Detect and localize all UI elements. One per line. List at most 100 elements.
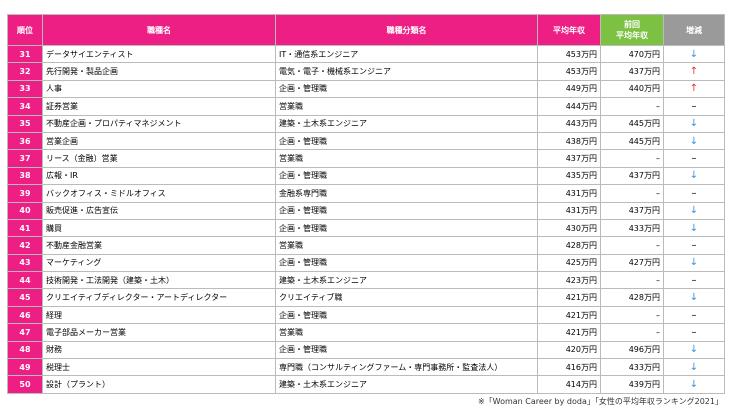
column-header: 平均年収 bbox=[537, 14, 601, 46]
job-name: バックオフィス・ミドルオフィス bbox=[42, 184, 276, 203]
previous-salary: 433万円 bbox=[600, 358, 664, 377]
rank: 40 bbox=[7, 201, 43, 220]
job-category: クリエイティブ職 bbox=[275, 288, 538, 307]
job-category: 企画・管理職 bbox=[275, 305, 538, 325]
rank: 50 bbox=[7, 375, 43, 394]
table-row: 34 証券営業 営業職 444万円 – – bbox=[7, 97, 725, 116]
job-category: 企画・管理職 bbox=[275, 218, 538, 238]
table-row: 38 広報・IR 企画・管理職 435万円 437万円 ↓ bbox=[7, 166, 725, 186]
rank: 31 bbox=[7, 44, 43, 64]
table-row: 37 リース（金融）営業 営業職 437万円 – – bbox=[7, 149, 725, 168]
table-row: 48 財務 企画・管理職 420万円 496万円 ↓ bbox=[7, 340, 725, 360]
table-row: 44 技術開発・工法開発（建築・土木） 建築・土木系エンジニア 423万円 – – bbox=[7, 271, 725, 290]
rank: 32 bbox=[7, 62, 43, 81]
job-name: 証券営業 bbox=[42, 97, 276, 116]
previous-salary: – bbox=[600, 323, 664, 342]
rank: 35 bbox=[7, 114, 43, 133]
rank: 47 bbox=[7, 323, 43, 342]
source-note: ※「Woman Career by doda」「女性の平均年収ランキング2021… bbox=[477, 397, 723, 406]
header-row: 順位 職種名 職種分類名 平均年収 前回 平均年収 増減 bbox=[7, 14, 725, 46]
average-salary: 416万円 bbox=[537, 358, 601, 377]
job-name: リース（金融）営業 bbox=[42, 149, 276, 168]
change: – bbox=[663, 236, 725, 255]
table-row: 50 設計（プラント） 建築・土木系エンジニア 414万円 439万円 ↓ bbox=[7, 375, 725, 394]
previous-salary: 496万円 bbox=[600, 340, 664, 360]
previous-salary: 437万円 bbox=[600, 201, 664, 220]
table-row: 33 人事 企画・管理職 449万円 440万円 ↑ bbox=[7, 79, 725, 99]
rank: 43 bbox=[7, 253, 43, 273]
job-name: 経理 bbox=[42, 305, 276, 325]
table-row: 45 クリエイティブディレクター・アートディレクター クリエイティブ職 421万円 42… bbox=[7, 288, 725, 307]
job-name: 先行開発・製品企画 bbox=[42, 62, 276, 81]
rank: 46 bbox=[7, 305, 43, 325]
table-row: 40 販売促進・広告宣伝 企画・管理職 431万円 437万円 ↓ bbox=[7, 201, 725, 220]
change: ↓ bbox=[663, 44, 725, 64]
job-name: 販売促進・広告宣伝 bbox=[42, 201, 276, 220]
change: ↓ bbox=[663, 375, 725, 394]
previous-salary: 433万円 bbox=[600, 218, 664, 238]
rank: 34 bbox=[7, 97, 43, 116]
change: ↓ bbox=[663, 340, 725, 360]
job-category: 建築・土木系エンジニア bbox=[275, 375, 538, 394]
table-row: 41 購買 企画・管理職 430万円 433万円 ↓ bbox=[7, 218, 725, 238]
change: ↓ bbox=[663, 166, 725, 186]
job-name: 購買 bbox=[42, 218, 276, 238]
job-category: 企画・管理職 bbox=[275, 79, 538, 99]
job-category: 電気・電子・機械系エンジニア bbox=[275, 62, 538, 81]
column-header: 職種分類名 bbox=[275, 14, 538, 46]
job-name: 設計（プラント） bbox=[42, 375, 276, 394]
job-category: 建築・土木系エンジニア bbox=[275, 271, 538, 290]
previous-salary: 437万円 bbox=[600, 166, 664, 186]
previous-salary: – bbox=[600, 184, 664, 203]
rank: 37 bbox=[7, 149, 43, 168]
column-header: 職種名 bbox=[42, 14, 276, 46]
average-salary: 443万円 bbox=[537, 114, 601, 133]
average-salary: 449万円 bbox=[537, 79, 601, 99]
previous-salary: – bbox=[600, 236, 664, 255]
average-salary: 444万円 bbox=[537, 97, 601, 116]
previous-salary: – bbox=[600, 149, 664, 168]
change: ↑ bbox=[663, 62, 725, 81]
rank: 39 bbox=[7, 184, 43, 203]
change: ↓ bbox=[663, 201, 725, 220]
job-name: 不動産企画・プロパティマネジメント bbox=[42, 114, 276, 133]
job-name: クリエイティブディレクター・アートディレクター bbox=[42, 288, 276, 307]
job-category: 営業職 bbox=[275, 97, 538, 116]
average-salary: 435万円 bbox=[537, 166, 601, 186]
change: – bbox=[663, 184, 725, 203]
job-category: 建築・土木系エンジニア bbox=[275, 114, 538, 133]
average-salary: 431万円 bbox=[537, 201, 601, 220]
job-name: 広報・IR bbox=[42, 166, 276, 186]
average-salary: 420万円 bbox=[537, 340, 601, 360]
table-row: 47 電子部品メーカー営業 営業職 421万円 – – bbox=[7, 323, 725, 342]
average-salary: 421万円 bbox=[537, 323, 601, 342]
rank: 45 bbox=[7, 288, 43, 307]
rank: 44 bbox=[7, 271, 43, 290]
average-salary: 437万円 bbox=[537, 149, 601, 168]
previous-salary: 440万円 bbox=[600, 79, 664, 99]
job-category: 企画・管理職 bbox=[275, 131, 538, 151]
average-salary: 425万円 bbox=[537, 253, 601, 273]
average-salary: 428万円 bbox=[537, 236, 601, 255]
average-salary: 414万円 bbox=[537, 375, 601, 394]
table-row: 39 バックオフィス・ミドルオフィス 金融系専門職 431万円 – – bbox=[7, 184, 725, 203]
table-row: 31 データサイエンティスト IT・通信系エンジニア 453万円 470万円 ↓ bbox=[7, 44, 725, 64]
average-salary: 421万円 bbox=[537, 305, 601, 325]
previous-salary: 470万円 bbox=[600, 44, 664, 64]
change: ↓ bbox=[663, 114, 725, 133]
previous-salary: 439万円 bbox=[600, 375, 664, 394]
average-salary: 453万円 bbox=[537, 44, 601, 64]
average-salary: 438万円 bbox=[537, 131, 601, 151]
previous-salary: – bbox=[600, 271, 664, 290]
previous-salary: 427万円 bbox=[600, 253, 664, 273]
ranking-table: 順位 職種名 職種分類名 平均年収 前回 平均年収 増減 31 データサイエンティスト IT・… bbox=[7, 14, 725, 394]
rank: 41 bbox=[7, 218, 43, 238]
job-category: 企画・管理職 bbox=[275, 340, 538, 360]
table-row: 32 先行開発・製品企画 電気・電子・機械系エンジニア 453万円 437万円 ↑ bbox=[7, 62, 725, 81]
change: ↓ bbox=[663, 358, 725, 377]
change: ↑ bbox=[663, 79, 725, 99]
rank: 36 bbox=[7, 131, 43, 151]
previous-salary: 437万円 bbox=[600, 62, 664, 81]
change: ↓ bbox=[663, 218, 725, 238]
